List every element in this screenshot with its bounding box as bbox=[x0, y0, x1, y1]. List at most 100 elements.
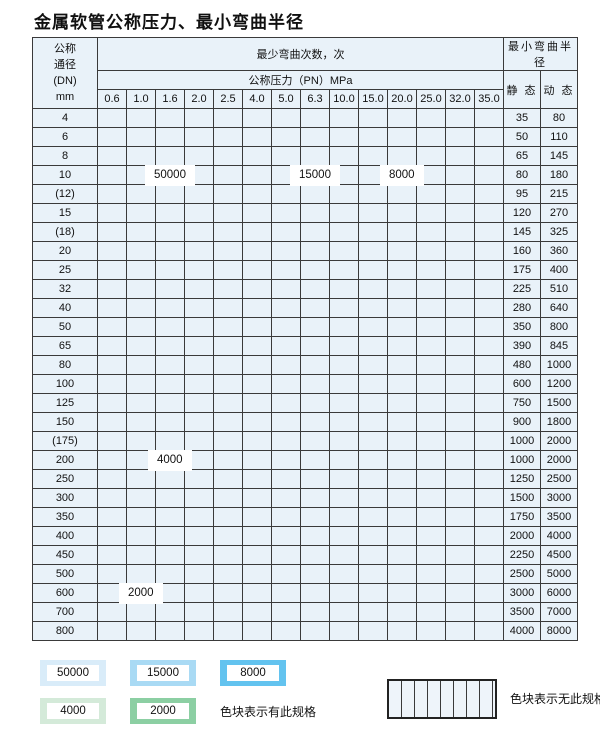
cell-200-10.0 bbox=[329, 450, 359, 470]
cell-32-15.0 bbox=[358, 279, 388, 299]
cell-(175)-0.6 bbox=[97, 431, 127, 451]
row-dynamic-radius: 7000 bbox=[540, 602, 578, 622]
header-row-top: 公称 通径 (DN) mm 最少弯曲次数，次 最小弯曲半径 bbox=[32, 37, 578, 109]
cell-150-6.3 bbox=[300, 412, 330, 432]
cell-80-5.0 bbox=[271, 355, 301, 375]
cell-400-35.0 bbox=[474, 526, 504, 546]
cell-80-0.6 bbox=[97, 355, 127, 375]
row-dynamic-radius: 4500 bbox=[540, 545, 578, 565]
table-row: 25 175 400 bbox=[32, 260, 578, 280]
legend-value-15000: 15000 bbox=[137, 665, 189, 681]
cell-8-0.6 bbox=[97, 146, 127, 166]
cell-80-20.0 bbox=[387, 355, 417, 375]
row-dn-20: 20 bbox=[32, 241, 98, 261]
row-static-radius: 2250 bbox=[503, 545, 541, 565]
cell-25-0.6 bbox=[97, 260, 127, 280]
cell-25-2.5 bbox=[213, 260, 243, 280]
cell-500-0.6 bbox=[97, 564, 127, 584]
cell-350-0.6 bbox=[97, 507, 127, 527]
cell-4-4.0 bbox=[242, 108, 272, 128]
row-static-radius: 4000 bbox=[503, 621, 541, 641]
cell-15-32.0 bbox=[445, 203, 475, 223]
row-dynamic-radius: 640 bbox=[540, 298, 578, 318]
legend-swatch-15000: 15000 bbox=[130, 660, 196, 686]
cell-350-1.0 bbox=[126, 507, 156, 527]
legend-value-4000: 4000 bbox=[47, 703, 99, 719]
row-dn-700: 700 bbox=[32, 602, 98, 622]
cell-6-0.6 bbox=[97, 127, 127, 147]
cell-500-6.3 bbox=[300, 564, 330, 584]
row-static-radius: 900 bbox=[503, 412, 541, 432]
row-dynamic-radius: 1200 bbox=[540, 374, 578, 394]
cell-500-35.0 bbox=[474, 564, 504, 584]
cell-(175)-2.0 bbox=[184, 431, 214, 451]
cell-200-6.3 bbox=[300, 450, 330, 470]
cell-250-32.0 bbox=[445, 469, 475, 489]
row-dynamic-radius: 360 bbox=[540, 241, 578, 261]
cell-300-2.5 bbox=[213, 488, 243, 508]
cell-25-15.0 bbox=[358, 260, 388, 280]
row-dynamic-radius: 2000 bbox=[540, 450, 578, 470]
cell-100-25.0 bbox=[416, 374, 446, 394]
cell-300-6.3 bbox=[300, 488, 330, 508]
cell-6-10.0 bbox=[329, 127, 359, 147]
cell-6-32.0 bbox=[445, 127, 475, 147]
cell-400-32.0 bbox=[445, 526, 475, 546]
cell-15-6.3 bbox=[300, 203, 330, 223]
row-dn-40: 40 bbox=[32, 298, 98, 318]
cell-600-4.0 bbox=[242, 583, 272, 603]
cell-300-0.6 bbox=[97, 488, 127, 508]
cell-(12)-35.0 bbox=[474, 184, 504, 204]
cell-200-5.0 bbox=[271, 450, 301, 470]
row-static-radius: 1750 bbox=[503, 507, 541, 527]
cell-6-5.0 bbox=[271, 127, 301, 147]
cell-50-6.3 bbox=[300, 317, 330, 337]
header-pressure-25.0: 25.0 bbox=[416, 89, 446, 109]
cell-(12)-32.0 bbox=[445, 184, 475, 204]
cell-4-2.0 bbox=[184, 108, 214, 128]
cell-250-20.0 bbox=[387, 469, 417, 489]
cell-25-1.0 bbox=[126, 260, 156, 280]
cell-4-1.6 bbox=[155, 108, 185, 128]
row-static-radius: 120 bbox=[503, 203, 541, 223]
cell-65-15.0 bbox=[358, 336, 388, 356]
cell-4-35.0 bbox=[474, 108, 504, 128]
row-dynamic-radius: 1000 bbox=[540, 355, 578, 375]
cell-6-1.0 bbox=[126, 127, 156, 147]
cell-65-1.6 bbox=[155, 336, 185, 356]
table-row: 4 35 80 bbox=[32, 108, 578, 128]
cell-400-6.3 bbox=[300, 526, 330, 546]
row-dynamic-radius: 1500 bbox=[540, 393, 578, 413]
callout-15000: 15000 bbox=[291, 165, 339, 185]
cell-300-5.0 bbox=[271, 488, 301, 508]
cell-500-15.0 bbox=[358, 564, 388, 584]
cell-400-2.0 bbox=[184, 526, 214, 546]
row-static-radius: 95 bbox=[503, 184, 541, 204]
cell-700-32.0 bbox=[445, 602, 475, 622]
cell-800-4.0 bbox=[242, 621, 272, 641]
legend-has-spec-text: 色块表示有此规格 bbox=[220, 704, 317, 719]
cell-40-25.0 bbox=[416, 298, 446, 318]
cell-400-10.0 bbox=[329, 526, 359, 546]
header-min-radius: 最小弯曲半径 bbox=[503, 37, 578, 71]
cell-400-25.0 bbox=[416, 526, 446, 546]
cell-50-2.0 bbox=[184, 317, 214, 337]
cell-800-2.0 bbox=[184, 621, 214, 641]
header-dn-line-0: 公称 bbox=[54, 43, 76, 55]
cell-450-4.0 bbox=[242, 545, 272, 565]
cell-250-15.0 bbox=[358, 469, 388, 489]
cell-150-25.0 bbox=[416, 412, 446, 432]
row-dn-400: 400 bbox=[32, 526, 98, 546]
legend-swatch-4000: 4000 bbox=[40, 698, 106, 724]
cell-125-2.0 bbox=[184, 393, 214, 413]
row-static-radius: 600 bbox=[503, 374, 541, 394]
legend-value-8000: 8000 bbox=[227, 665, 279, 681]
cell-(12)-5.0 bbox=[271, 184, 301, 204]
cell-150-32.0 bbox=[445, 412, 475, 432]
cell-25-32.0 bbox=[445, 260, 475, 280]
cell-8-6.3 bbox=[300, 146, 330, 166]
cell-300-4.0 bbox=[242, 488, 272, 508]
cell-450-1.6 bbox=[155, 545, 185, 565]
cell-450-35.0 bbox=[474, 545, 504, 565]
cell-100-1.0 bbox=[126, 374, 156, 394]
